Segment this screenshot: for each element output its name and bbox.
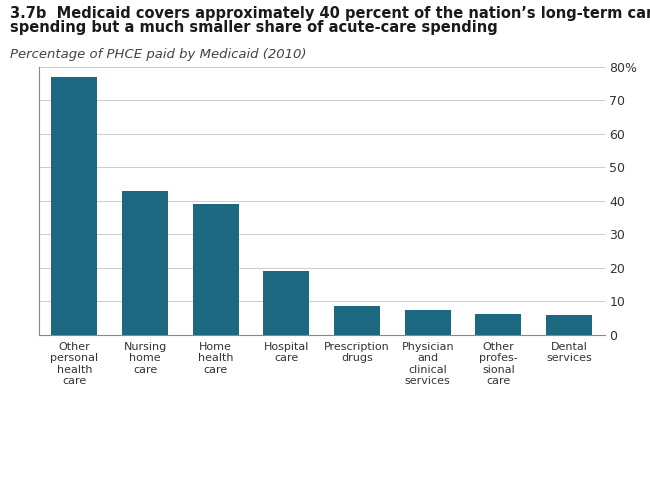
Bar (193, 204, 239, 335)
Bar (546, 315, 592, 335)
Text: 3.7b  Medicaid covers approximately 40 percent of the nation’s long-term care: 3.7b Medicaid covers approximately 40 pe… (10, 6, 650, 21)
Bar (51, 77, 98, 335)
Bar (334, 306, 380, 335)
Bar (122, 191, 168, 335)
Bar (476, 314, 521, 335)
Text: Percentage of PHCE paid by Medicaid (2010): Percentage of PHCE paid by Medicaid (201… (10, 48, 306, 61)
Bar (405, 310, 450, 335)
Text: spending but a much smaller share of acute-care spending: spending but a much smaller share of acu… (10, 20, 497, 35)
Bar (263, 271, 309, 335)
